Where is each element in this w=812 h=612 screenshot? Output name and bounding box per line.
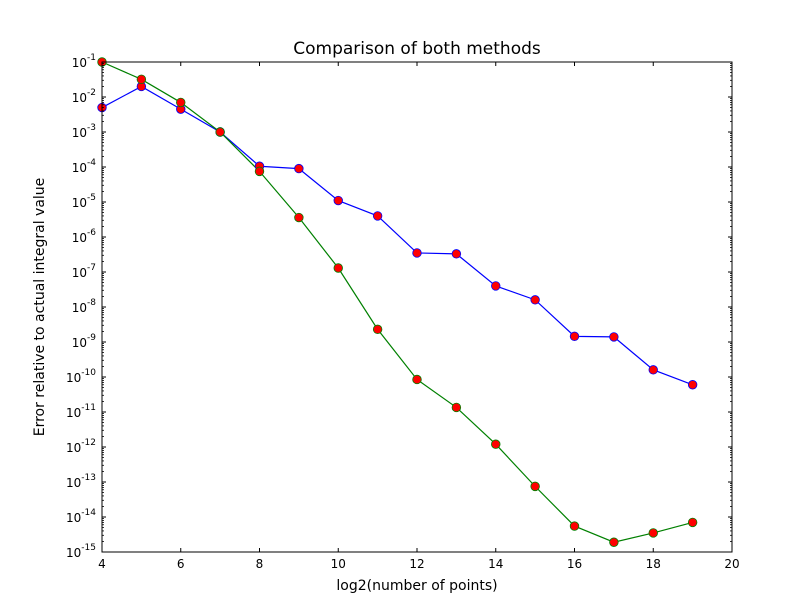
data-point-s2-16 — [687, 517, 698, 528]
data-point-s1-13 — [569, 331, 580, 342]
data-point-s1-16 — [687, 380, 698, 390]
data-point-s1-14 — [609, 332, 619, 342]
x-tick-label: 16 — [567, 557, 582, 571]
data-point-s1-7 — [333, 195, 343, 206]
data-point-s1-6 — [294, 163, 304, 174]
x-tick-label: 18 — [646, 557, 661, 571]
data-point-s2-5 — [254, 166, 265, 177]
chart-title: Comparison of both methods — [293, 39, 541, 59]
x-tick-label: 14 — [488, 557, 503, 571]
data-point-s1-9 — [412, 248, 422, 258]
data-point-s2-9 — [412, 374, 422, 385]
data-point-s2-13 — [569, 521, 580, 531]
data-point-s2-8 — [372, 324, 383, 335]
data-point-s2-11 — [491, 439, 501, 449]
x-tick-label: 4 — [98, 557, 106, 571]
data-point-s2-4 — [215, 127, 225, 137]
data-point-s2-3 — [176, 97, 186, 108]
data-point-s2-6 — [294, 212, 304, 223]
x-tick-label: 6 — [177, 557, 185, 571]
y-axis-title: Error relative to actual integral value — [32, 178, 48, 437]
data-point-s1-11 — [491, 281, 501, 291]
data-point-s1-10 — [451, 249, 462, 259]
plot-area — [97, 57, 698, 547]
data-point-s2-15 — [648, 528, 658, 538]
series-line-1 — [101, 85, 693, 386]
data-point-s2-14 — [609, 537, 619, 547]
data-point-s2-12 — [530, 481, 540, 492]
x-tick-label: 10 — [331, 557, 346, 571]
x-tick-label: 8 — [256, 557, 264, 571]
data-point-s2-7 — [333, 263, 343, 273]
x-tick-label: 20 — [724, 557, 739, 571]
data-point-s1-15 — [648, 365, 658, 375]
data-point-s2-2 — [136, 74, 147, 85]
data-point-s1-12 — [530, 295, 540, 305]
x-axis-title: log2(number of points) — [336, 578, 497, 594]
data-point-s2-10 — [451, 402, 462, 413]
x-tick-label: 12 — [409, 557, 424, 571]
series-line-2 — [101, 61, 693, 543]
data-point-s1-8 — [372, 211, 383, 221]
